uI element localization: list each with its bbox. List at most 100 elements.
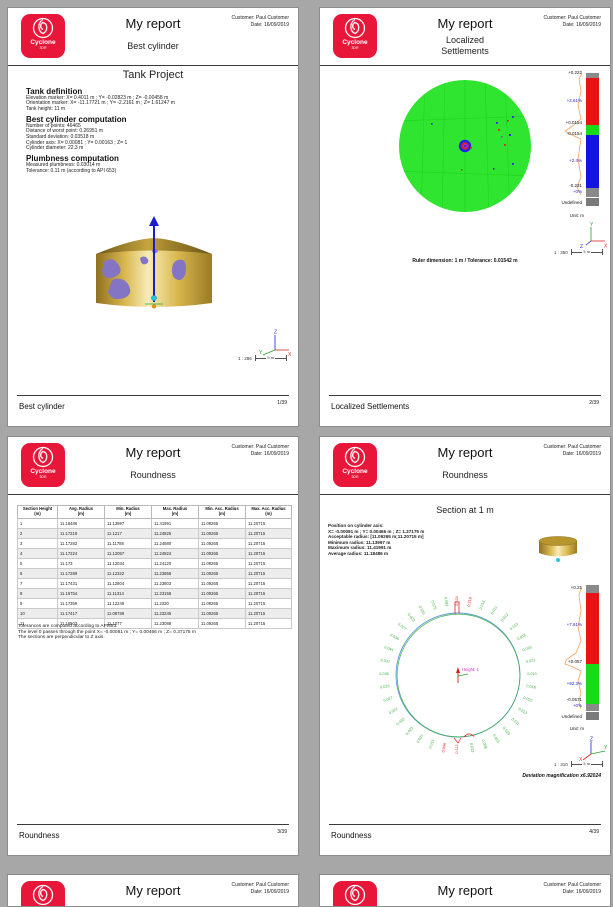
colorbar-pass-band [586,125,599,135]
table-cell: 11.20715 [245,537,292,549]
footer-section-label: Localized Settlements [331,402,410,411]
text-line: Elevation marker: X= 0.4011 m ; Y= -0.02… [26,94,169,101]
tank-summary-text: Tank definition Elevation marker: X= 0.40… [26,84,288,174]
dial-center-label: Height: 1 [462,667,479,672]
colorbar-min-label: -0.231 [569,183,582,188]
dial-tick-label: 0.012 [500,613,509,623]
logo-brand-text: Cyclone [30,468,56,475]
cyclone-3dr-logo: Cyclone 3DR [333,443,377,487]
dial-tick-label: 0.081 [443,597,449,607]
axis-x-label: X [604,244,608,250]
table-cell: 11.23803 [151,577,199,589]
page-footer: Roundness 4/39 [329,824,601,855]
axis-y-label: Y [590,222,594,228]
logo-sub-text: 3DR [39,46,47,50]
table-cell: 11.09265 [198,577,246,589]
table-cell: 3 [17,537,58,549]
table-cell: 11.09265 [198,597,246,609]
table-cell: 11.16754 [57,587,105,599]
undefined-swatch [586,198,599,206]
dial-tick-label: 0.112 [455,744,459,753]
logo-brand-text: Cyclone [342,39,368,46]
scale-ruler: 5 m [570,249,603,255]
customer-block: Customer: Paul Customer Date: 16/09/2019 [543,882,601,895]
report-title: My report [125,16,181,31]
table-row: 8 11.16754 11.11314 11.23158 11.09265 11.2071… [17,587,292,599]
note-line: The level 0 passes through the point X= … [18,629,196,635]
report-page-4[interactable]: Cyclone 3DR My report Roundness Customer… [319,436,611,856]
text-line: Cylinder diameter: 22.3 m [26,145,84,152]
table-cell: 11.08789 [104,607,152,619]
table-cell: 11.2330 [151,597,199,609]
column-header: Min. Radius (m) [104,505,152,519]
dial-tick-label: 0.023 [492,733,500,743]
page-footer: Roundness 3/39 [17,824,289,855]
report-page-5-partial[interactable]: My report Customer: Paul Customer Date: … [7,874,299,907]
drawing-scale: 1 : 350 5 m [554,249,603,255]
logo-sub-text: 3DR [351,46,359,50]
report-page-6-partial[interactable]: My report Customer: Paul Customer Date: … [319,874,611,907]
table-cell: 4 [17,547,58,559]
table-cell: 11.13997 [104,517,152,529]
page-header: Cyclone 3DR My report Localized Settleme… [320,8,610,66]
dial-tick-label: 0.008 [481,739,488,749]
axis-triad-icon: Z Y X [579,737,608,763]
logo-sub-text: 3DR [39,475,47,479]
axis-z-label: Z [580,244,583,249]
table-row: 5 11.173 11.12034 11.24120 11.09265 11.20715 [17,557,292,569]
dial-tick-label: 0.037 [380,658,390,664]
page-header: Cyclone 3DR My report Best cylinder Cust… [8,8,298,66]
customer-line: Customer: Paul Customer [231,15,289,21]
histogram-curve [564,585,583,710]
axis-triad-icon: Z X Y [259,330,292,359]
subtitle-line-2: Settlements [441,45,489,56]
scale-ratio: 1 : 286 [238,355,252,361]
report-page-2[interactable]: Cyclone 3DR My report Localized Settleme… [319,7,611,427]
report-page-1[interactable]: Cyclone 3DR My report Best cylinder Cust… [7,7,299,427]
table-cell: 11.20715 [245,557,292,569]
table-cell: 11.20715 [245,577,292,589]
colorbar-undefined-label: Undefined [561,714,582,719]
cyclone-flower-icon [32,884,54,906]
table-cell: 11.12057 [104,547,152,559]
axis-y-label: Y [259,350,263,356]
table-cell: 11.41991 [151,517,199,529]
report-page-3[interactable]: Cyclone 3DR My report Roundness Customer… [7,436,299,856]
customer-block: Customer: Paul Customer Date: 16/09/2019 [231,15,289,28]
scale-length: 5 m [582,249,592,254]
chapter-subtitle: Localized Settlements [320,35,610,56]
colorbar-lower-tol-label: -0.0154 [566,131,582,136]
info-line: Maximum radius: 11.41991 m [328,545,392,551]
dial-tick-label: 0.013 [517,707,527,715]
histogram-curve [564,72,583,196]
table-cell: 11.24824 [151,547,199,559]
report-title: My report [125,445,181,460]
cylinder-thumbnail-image [538,536,578,562]
cyclone-3dr-logo [21,881,65,906]
table-cell: 11.173 [57,557,105,569]
scale-ruler: 5 m [254,355,287,361]
table-cell: 11.20715 [245,517,292,529]
info-line: Average radius: 11.18486 m [328,550,389,556]
table-cell: 11.17417 [57,607,105,619]
table-cell: 11.11314 [104,587,152,599]
footer-section-label: Best cylinder [19,402,65,411]
info-line: X= -0.00081 m ; Y= 0.00466 m ; Z= 1.3717… [328,528,425,534]
table-cell: 7 [17,577,58,589]
cyclone-3dr-logo: Cyclone 3DR [21,14,65,58]
footer-page-number: 4/39 [589,829,599,835]
dial-tick-label: 0.010 [509,622,519,631]
customer-line: Customer: Paul Customer [231,882,289,888]
dial-tick-label: 0.096 [441,743,447,753]
column-header: Min. Acc. Radius (m) [198,505,246,519]
date-line: Date: 16/09/2019 [562,888,601,895]
axis-x-label: X [579,757,583,762]
column-header: Max. Acc. Radius (m) [245,505,292,519]
table-cell: 11.09265 [198,587,246,599]
colorbar-max-label: +0.21 [570,585,582,590]
table-cell: 11.20715 [245,597,292,609]
text-line: Cylinder axis: X= 0.00081 ; Y= 0.00163 ;… [26,139,128,146]
column-header: Max. Radius (m) [151,505,199,519]
table-cell: 11.09265 [198,517,246,529]
dial-tick-label: 0.018 [516,633,526,641]
